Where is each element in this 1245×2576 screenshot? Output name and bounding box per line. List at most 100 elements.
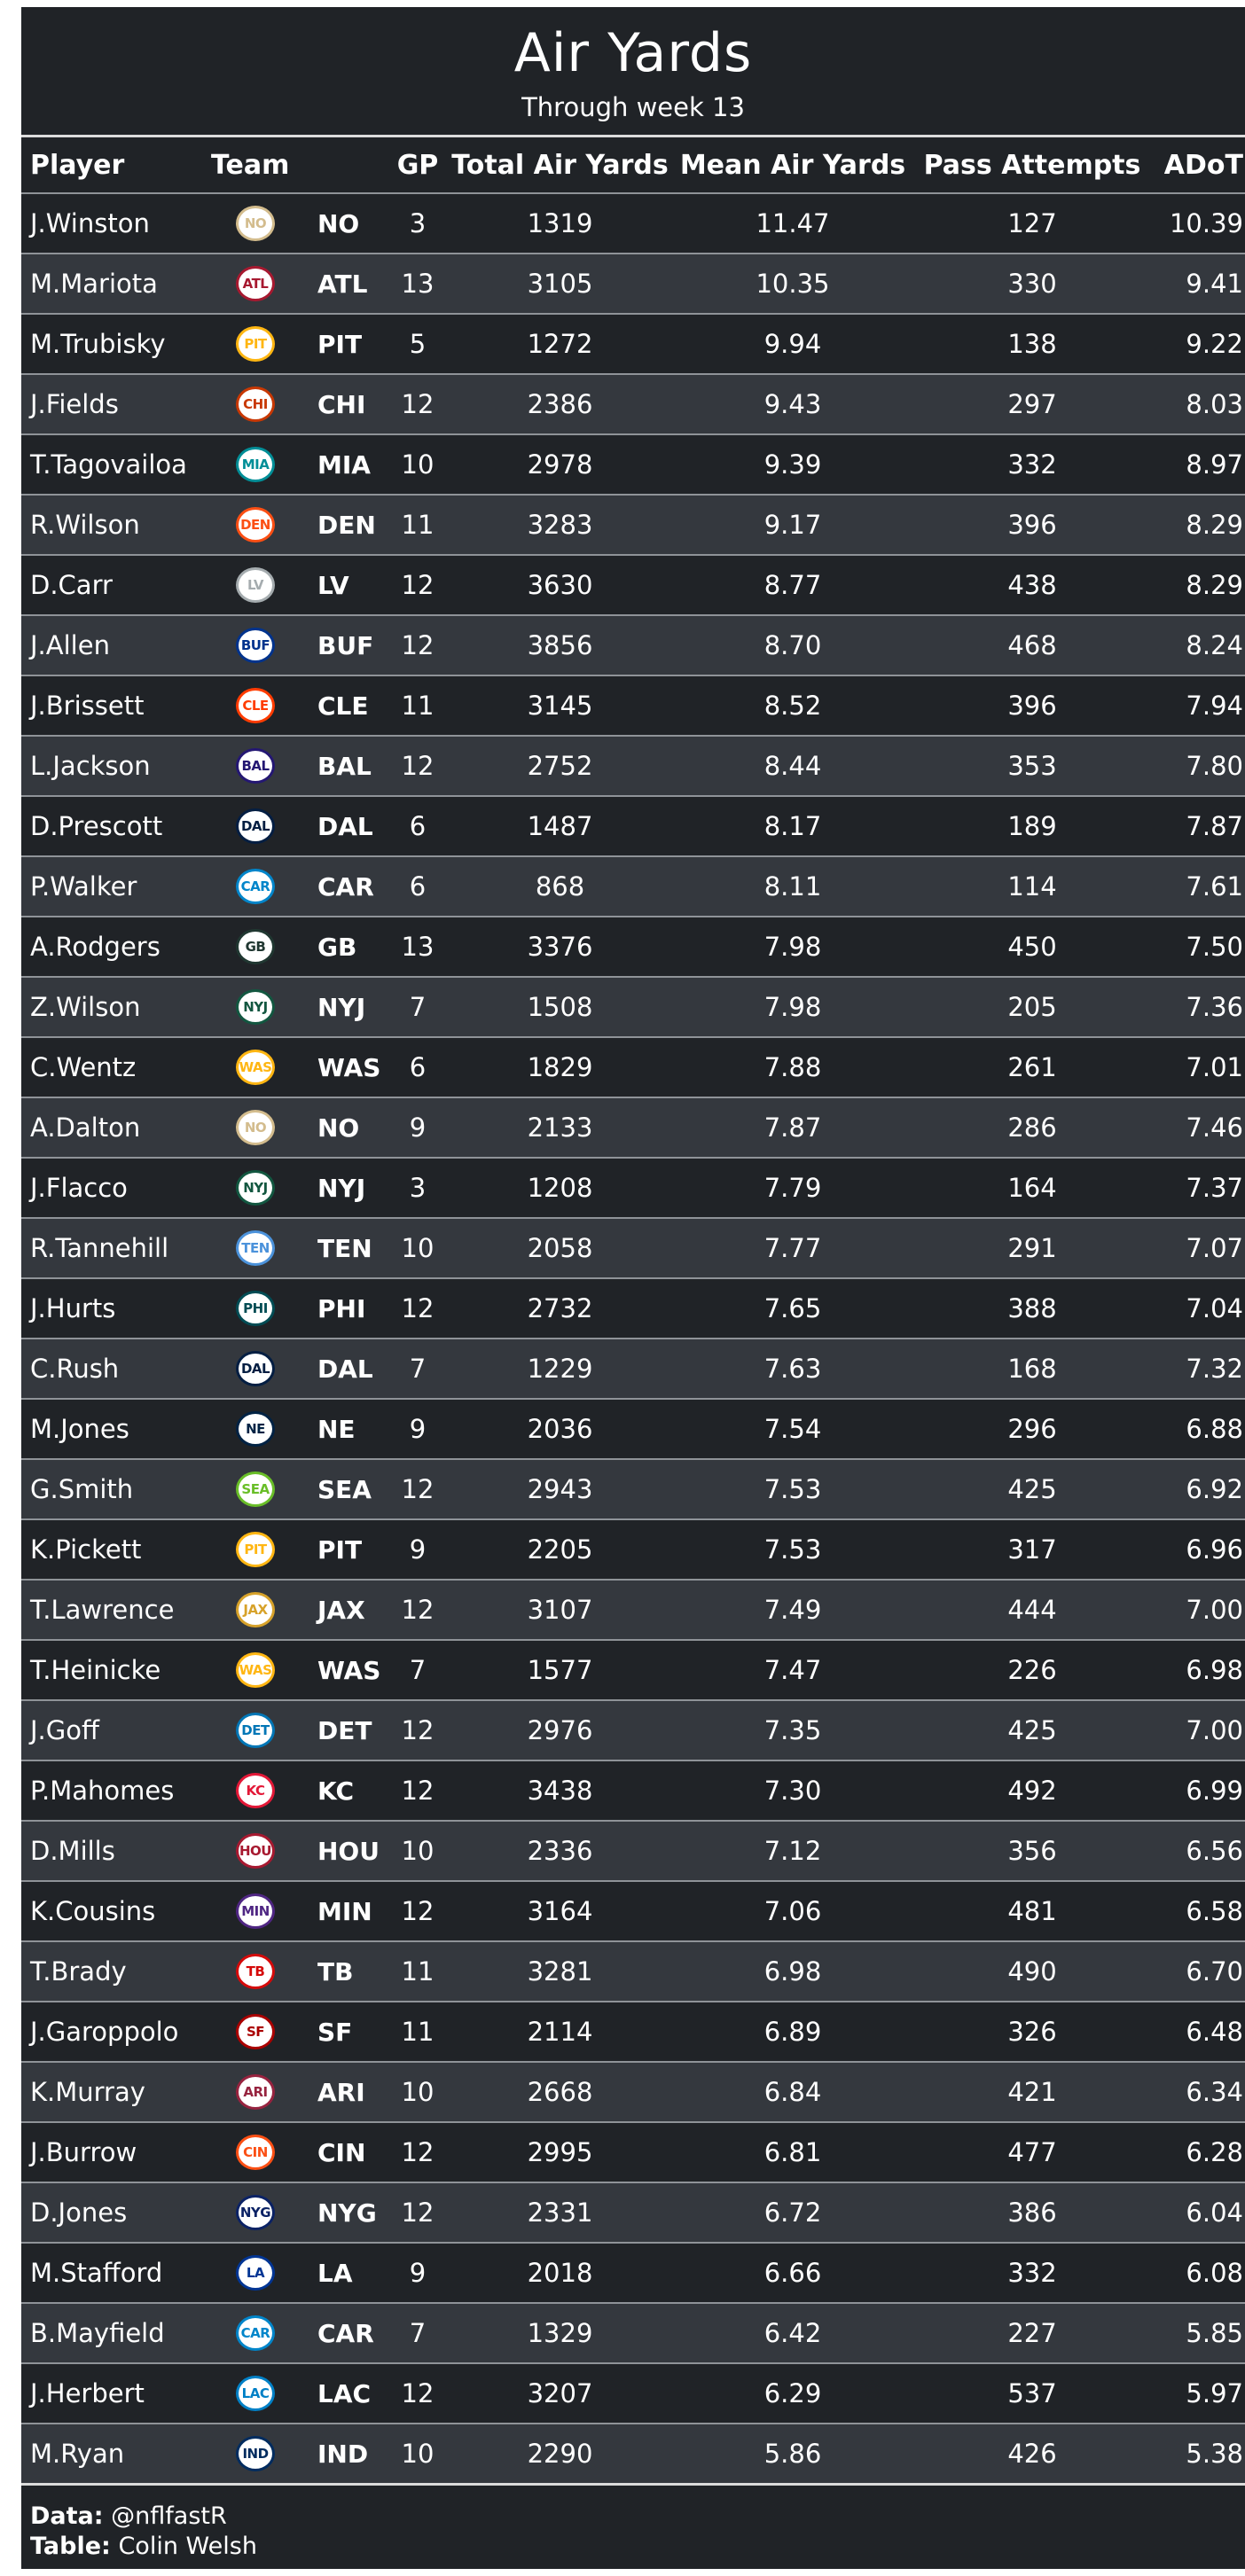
total-air-yards: 1272 bbox=[527, 329, 593, 359]
team-abbr: NE bbox=[317, 1414, 356, 1444]
table-row: C.Rush DAL DAL 7 1229 7.63 168 7.32 bbox=[21, 1338, 1245, 1398]
team-logo: ATL bbox=[202, 266, 309, 301]
games-played: 12 bbox=[401, 1776, 435, 1806]
lions-logo-icon: DET bbox=[236, 1713, 275, 1748]
adot-value: 7.00 bbox=[1186, 1715, 1243, 1745]
team-abbr: SEA bbox=[317, 1474, 372, 1504]
team-logo: ARI bbox=[202, 2074, 309, 2110]
player-name: J.Hurts bbox=[30, 1293, 116, 1323]
data-source-value: @nflfastR bbox=[111, 2502, 227, 2530]
total-air-yards: 2058 bbox=[527, 1233, 593, 1263]
total-air-yards: 3630 bbox=[527, 570, 593, 600]
team-logo: DET bbox=[202, 1713, 309, 1748]
games-played: 9 bbox=[409, 1534, 427, 1565]
table-row: K.Pickett PIT PIT 9 2205 7.53 317 6.96 bbox=[21, 1518, 1245, 1579]
mean-air-yards: 7.30 bbox=[763, 1776, 822, 1806]
mean-air-yards: 6.81 bbox=[763, 2137, 822, 2167]
49ers-logo-icon: SF bbox=[236, 2014, 275, 2049]
player-name: D.Prescott bbox=[30, 811, 163, 841]
team-abbr: SF bbox=[317, 2017, 353, 2047]
mean-air-yards: 7.98 bbox=[763, 932, 822, 962]
games-played: 12 bbox=[401, 2197, 435, 2228]
saints-logo-icon: NO bbox=[236, 1110, 275, 1145]
team-logo: CIN bbox=[202, 2135, 309, 2170]
table-row: B.Mayfield CAR CAR 7 1329 6.42 227 5.85 bbox=[21, 2302, 1245, 2362]
games-played: 12 bbox=[401, 1595, 435, 1625]
player-name: M.Jones bbox=[30, 1414, 129, 1444]
giants-logo-icon: NYG bbox=[236, 2195, 275, 2230]
adot-value: 7.46 bbox=[1186, 1112, 1243, 1143]
team-abbr: LAC bbox=[317, 2378, 372, 2408]
games-played: 10 bbox=[401, 449, 435, 480]
pass-attempts: 330 bbox=[1007, 269, 1057, 299]
adot-value: 7.04 bbox=[1186, 1293, 1243, 1323]
team-abbr: DAL bbox=[317, 1354, 373, 1384]
jets-logo-icon: NYJ bbox=[236, 1170, 275, 1206]
data-source-line: Data: @nflfastR bbox=[30, 2502, 1245, 2532]
table-row: G.Smith SEA SEA 12 2943 7.53 425 6.92 bbox=[21, 1458, 1245, 1518]
team-logo: MIA bbox=[202, 447, 309, 482]
column-header-gp: GP bbox=[396, 149, 439, 181]
games-played: 12 bbox=[401, 630, 435, 660]
player-name: D.Mills bbox=[30, 1836, 115, 1866]
games-played: 12 bbox=[401, 2378, 435, 2408]
total-air-yards: 2976 bbox=[527, 1715, 593, 1745]
team-logo: CHI bbox=[202, 386, 309, 422]
player-name: G.Smith bbox=[30, 1474, 134, 1504]
table-title: Air Yards bbox=[513, 22, 753, 84]
mean-air-yards: 7.12 bbox=[763, 1836, 822, 1866]
team-logo: LA bbox=[202, 2255, 309, 2291]
team-abbr: NYG bbox=[317, 2197, 377, 2228]
player-name: R.Tannehill bbox=[30, 1233, 169, 1263]
texans-logo-icon: HOU bbox=[236, 1833, 275, 1869]
adot-value: 5.38 bbox=[1186, 2439, 1243, 2469]
adot-value: 7.94 bbox=[1186, 691, 1243, 721]
mean-air-yards: 10.35 bbox=[756, 269, 830, 299]
team-abbr: PHI bbox=[317, 1293, 366, 1323]
team-logo: IND bbox=[202, 2436, 309, 2471]
team-abbr: ARI bbox=[317, 2077, 365, 2107]
total-air-yards: 3281 bbox=[527, 1956, 593, 1987]
table-row: J.Herbert LAC LAC 12 3207 6.29 537 5.97 bbox=[21, 2362, 1245, 2423]
table-row: A.Rodgers GB GB 13 3376 7.98 450 7.50 bbox=[21, 916, 1245, 976]
team-logo: NO bbox=[202, 206, 309, 241]
commanders-logo-icon: WAS bbox=[236, 1652, 275, 1688]
total-air-yards: 3145 bbox=[527, 691, 593, 721]
bills-logo-icon: BUF bbox=[236, 628, 275, 663]
games-played: 10 bbox=[401, 1836, 435, 1866]
player-name: B.Mayfield bbox=[30, 2318, 165, 2348]
games-played: 12 bbox=[401, 1293, 435, 1323]
player-name: L.Jackson bbox=[30, 751, 151, 781]
table-row: L.Jackson BAL BAL 12 2752 8.44 353 7.80 bbox=[21, 735, 1245, 795]
mean-air-yards: 6.98 bbox=[763, 1956, 822, 1987]
adot-value: 7.37 bbox=[1186, 1173, 1243, 1203]
jets-logo-icon: NYJ bbox=[236, 989, 275, 1025]
games-played: 3 bbox=[409, 208, 427, 238]
total-air-yards: 2133 bbox=[527, 1112, 593, 1143]
total-air-yards: 2290 bbox=[527, 2439, 593, 2469]
total-air-yards: 3283 bbox=[527, 510, 593, 540]
player-name: K.Murray bbox=[30, 2077, 145, 2107]
table-row: D.Mills HOU HOU 10 2336 7.12 356 6.56 bbox=[21, 1820, 1245, 1880]
broncos-logo-icon: DEN bbox=[236, 507, 275, 543]
team-logo: NYJ bbox=[202, 989, 309, 1025]
team-logo: NYG bbox=[202, 2195, 309, 2230]
player-name: M.Trubisky bbox=[30, 329, 166, 359]
team-abbr: GB bbox=[317, 932, 357, 962]
pass-attempts: 438 bbox=[1007, 570, 1057, 600]
pass-attempts: 356 bbox=[1007, 1836, 1057, 1866]
mean-air-yards: 6.29 bbox=[763, 2378, 822, 2408]
player-name: C.Rush bbox=[30, 1354, 120, 1384]
pass-attempts: 490 bbox=[1007, 1956, 1057, 1987]
table-body: J.Winston NO NO 3 1319 11.47 127 10.39 M.Mariota… bbox=[21, 192, 1245, 2483]
table-footer: Data: @nflfastR Table: Colin Welsh bbox=[21, 2483, 1245, 2562]
player-name: K.Cousins bbox=[30, 1896, 156, 1926]
adot-value: 6.70 bbox=[1186, 1956, 1243, 1987]
adot-value: 7.50 bbox=[1186, 932, 1243, 962]
games-played: 11 bbox=[401, 510, 435, 540]
player-name: T.Brady bbox=[30, 1956, 127, 1987]
vikings-logo-icon: MIN bbox=[236, 1893, 275, 1929]
games-played: 3 bbox=[409, 1173, 427, 1203]
adot-value: 6.92 bbox=[1186, 1474, 1243, 1504]
team-abbr: NO bbox=[317, 1112, 360, 1143]
